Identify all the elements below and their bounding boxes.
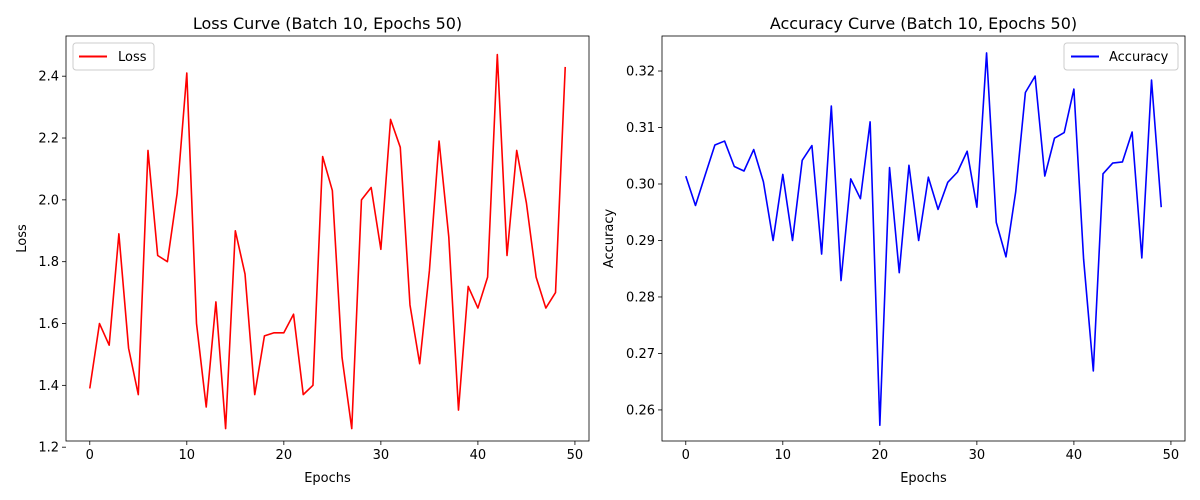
accuracy-y-tick-label: 0.29 [626,234,655,249]
accuracy-legend-label: Accuracy [1109,50,1169,65]
loss-x-tick-label: 10 [179,448,196,463]
loss-legend-box [72,42,155,71]
loss-y-tick-label: 2.4 [38,70,59,85]
accuracy-y-tick-label: 0.32 [626,65,655,80]
loss-y-tick-label: 2.0 [38,193,59,208]
loss-chart-title: Loss Curve (Batch 10, Epochs 50) [193,14,462,33]
accuracy-x-axis-label: Epochs [900,471,947,486]
accuracy-x-tick-label: 0 [682,448,690,463]
loss-y-tick-label: 1.6 [38,317,59,332]
loss-y-tick-label: 1.2 [38,441,59,456]
loss-series-line [88,53,567,430]
accuracy-series-line [685,52,1163,426]
accuracy-y-tick-label: 0.28 [626,290,655,305]
accuracy-x-tick-label: 20 [872,448,889,463]
accuracy-y-tick-label: 0.26 [626,403,655,418]
loss-x-tick-label: 40 [470,448,487,463]
loss-x-axis-label: Epochs [304,471,351,486]
accuracy-x-tick-label: 50 [1163,448,1180,463]
loss-x-tick-label: 20 [276,448,293,463]
loss-x-tick-label: 30 [373,448,390,463]
accuracy-x-tick-label: 40 [1066,448,1083,463]
loss-x-tick-label: 50 [567,448,584,463]
loss-y-axis-label: Loss [15,224,30,253]
loss-x-tick-label: 0 [86,448,94,463]
accuracy-y-tick-label: 0.30 [626,177,655,192]
accuracy-plot-area [661,35,1186,442]
accuracy-x-tick-label: 30 [969,448,986,463]
accuracy-chart: Accuracy Curve (Batch 10, Epochs 50) 0 10… [602,14,1186,486]
accuracy-x-tick-label: 10 [775,448,792,463]
loss-y-tick-label: 2.2 [38,132,59,147]
loss-legend: Loss [72,42,155,71]
accuracy-y-tick-label: 0.27 [626,347,655,362]
loss-y-tick-label: 1.4 [38,379,59,394]
loss-plot-area [65,35,590,442]
loss-legend-label: Loss [118,50,147,65]
loss-marks: 0 10 20 30 40 50 1.2 1.4 1.6 1.8 2.0 2.2 2.4 [38,53,584,463]
accuracy-y-axis-label: Accuracy [602,209,617,269]
accuracy-marks: 0 10 20 30 40 50 0.26 0.27 0.28 0.29 0.30 0.31 0.32 [626,52,1180,463]
accuracy-y-tick-label: 0.31 [626,121,655,136]
accuracy-legend: Accuracy [1063,42,1179,71]
accuracy-chart-title: Accuracy Curve (Batch 10, Epochs 50) [770,14,1077,33]
loss-y-tick-label: 1.8 [38,255,59,270]
loss-chart: Loss Curve (Batch 10, Epochs 50) 0 10 20 30… [15,14,590,486]
accuracy-legend-box [1063,42,1179,71]
